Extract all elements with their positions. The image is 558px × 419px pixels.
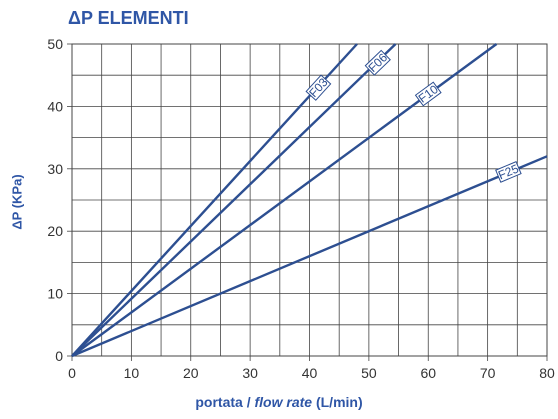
x-tick-label: 10: [124, 365, 140, 381]
x-axis-label: portata / flow rate (L/min): [0, 394, 558, 410]
y-tick-label: 0: [55, 348, 63, 364]
x-tick-label: 70: [480, 365, 496, 381]
series-label-box: [414, 81, 442, 107]
series-line-f25: [71, 155, 548, 358]
series-label-f10: F10: [414, 81, 442, 107]
series-label-box: [495, 161, 522, 183]
x-tick-label: 40: [302, 365, 318, 381]
x-axis-label-part-3: (L/min): [312, 394, 363, 410]
x-tick-label: 60: [420, 365, 436, 381]
y-tick-label: 30: [47, 161, 63, 177]
x-axis-label-part-2: flow rate: [254, 394, 313, 410]
x-tick-label: 0: [68, 365, 76, 381]
series-label-box: [305, 74, 332, 101]
series-label-box: [364, 49, 391, 76]
x-tick-label: 30: [242, 365, 258, 381]
x-tick-label: 20: [183, 365, 199, 381]
y-tick-label: 50: [47, 36, 63, 52]
series-label-text: F10: [416, 82, 441, 106]
y-tick-label: 20: [47, 223, 63, 239]
x-tick-label: 80: [539, 365, 555, 381]
y-tick-label: 10: [47, 286, 63, 302]
series-line-f03: [71, 43, 358, 357]
chart-title: ΔP ELEMENTI: [68, 8, 189, 28]
x-tick-label: 50: [361, 365, 377, 381]
x-axis-label-part-1: portata /: [195, 394, 255, 410]
y-axis-label: ΔP (KPa): [9, 174, 25, 230]
series-line-f06: [71, 43, 397, 357]
y-tick-label: 40: [47, 98, 63, 114]
